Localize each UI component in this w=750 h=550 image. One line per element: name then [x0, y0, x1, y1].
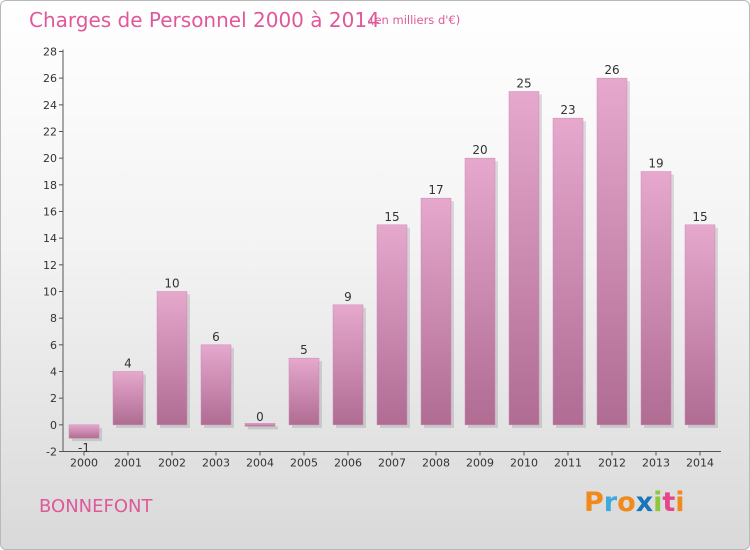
unit-note: (en milliers d'€) — [370, 13, 461, 27]
bar-2001 — [112, 371, 144, 426]
y-tick-label: 18 — [43, 179, 57, 192]
value-label: 17 — [428, 183, 443, 197]
x-tick-label: 2001 — [114, 457, 142, 470]
y-tick-label: 6 — [50, 339, 57, 352]
y-tick-label: 12 — [43, 259, 57, 272]
x-tick-label: 2008 — [422, 457, 450, 470]
y-tick-label: 24 — [43, 99, 57, 112]
value-label: 15 — [384, 210, 399, 224]
y-tick-label: 26 — [43, 72, 57, 85]
value-label: 6 — [212, 330, 220, 344]
value-label: 25 — [516, 77, 531, 91]
x-tick-label: 2012 — [598, 457, 626, 470]
bar-2000 — [68, 424, 100, 439]
bar-2003 — [200, 344, 232, 426]
y-tick-label: -2 — [46, 446, 57, 459]
y-tick-label: 20 — [43, 152, 57, 165]
bar-2012 — [596, 77, 628, 426]
logo-letter: P — [584, 487, 604, 518]
y-tick-label: 8 — [50, 312, 57, 325]
y-tick-label: 4 — [50, 366, 57, 379]
x-tick-label: 2007 — [378, 457, 406, 470]
x-tick-label: 2013 — [642, 457, 670, 470]
bars-group — [68, 77, 716, 439]
bar-2010 — [508, 91, 540, 426]
logo-letter: i — [675, 487, 685, 518]
x-tick-label: 2010 — [510, 457, 538, 470]
x-tick-label: 2004 — [246, 457, 274, 470]
x-tick-label: 2005 — [290, 457, 318, 470]
value-label: 19 — [648, 157, 663, 171]
y-tick-label: 28 — [43, 46, 57, 59]
y-tick-label: 16 — [43, 206, 57, 219]
chart-title: Charges de Personnel 2000 à 2014 — [29, 8, 380, 32]
value-labels: -1 4 10 6 0 5 9 15 17 20 25 23 26 19 15 — [78, 63, 708, 455]
x-tick-label: 2009 — [466, 457, 494, 470]
bar-2004 — [244, 423, 276, 427]
value-label: 23 — [560, 103, 575, 117]
x-tick-label: 2000 — [70, 457, 98, 470]
y-tick-label: 14 — [43, 232, 57, 245]
value-label: 5 — [300, 343, 308, 357]
y-tick-label: 0 — [50, 419, 57, 432]
logo-letter: r — [603, 487, 618, 518]
x-tick-label: 2011 — [554, 457, 582, 470]
bar-2002 — [156, 291, 188, 426]
logo-letter: x — [635, 487, 654, 518]
bar-2009 — [464, 157, 496, 426]
bar-shadow — [248, 426, 278, 430]
x-tick-label: 2014 — [686, 457, 714, 470]
x-tick-label: 2002 — [158, 457, 186, 470]
value-label: 9 — [344, 290, 352, 304]
proxiti-logo: Proxiti — [584, 487, 685, 518]
x-tick-label: 2006 — [334, 457, 362, 470]
bar-2014 — [684, 224, 716, 426]
value-label: 0 — [256, 410, 264, 424]
bar-2008 — [420, 197, 452, 426]
commune-name: BONNEFONT — [39, 496, 153, 517]
logo-letter: o — [617, 487, 636, 518]
bar-2005 — [288, 357, 320, 426]
bar-2013 — [640, 171, 672, 426]
y-tick-label: 2 — [50, 392, 57, 405]
value-label: -1 — [78, 441, 90, 455]
value-label: 4 — [124, 357, 132, 371]
bar-2007 — [376, 224, 408, 426]
value-label: 26 — [604, 63, 619, 77]
bar-2006 — [332, 304, 364, 426]
y-tick-label: 22 — [43, 126, 57, 139]
x-tick-label: 2003 — [202, 457, 230, 470]
value-label: 10 — [164, 277, 179, 291]
bar-2011 — [552, 117, 584, 426]
y-tick-label: 10 — [43, 286, 57, 299]
logo-letter: i — [653, 487, 663, 518]
value-label: 20 — [472, 143, 487, 157]
logo-letter: t — [662, 487, 676, 518]
value-label: 15 — [692, 210, 707, 224]
